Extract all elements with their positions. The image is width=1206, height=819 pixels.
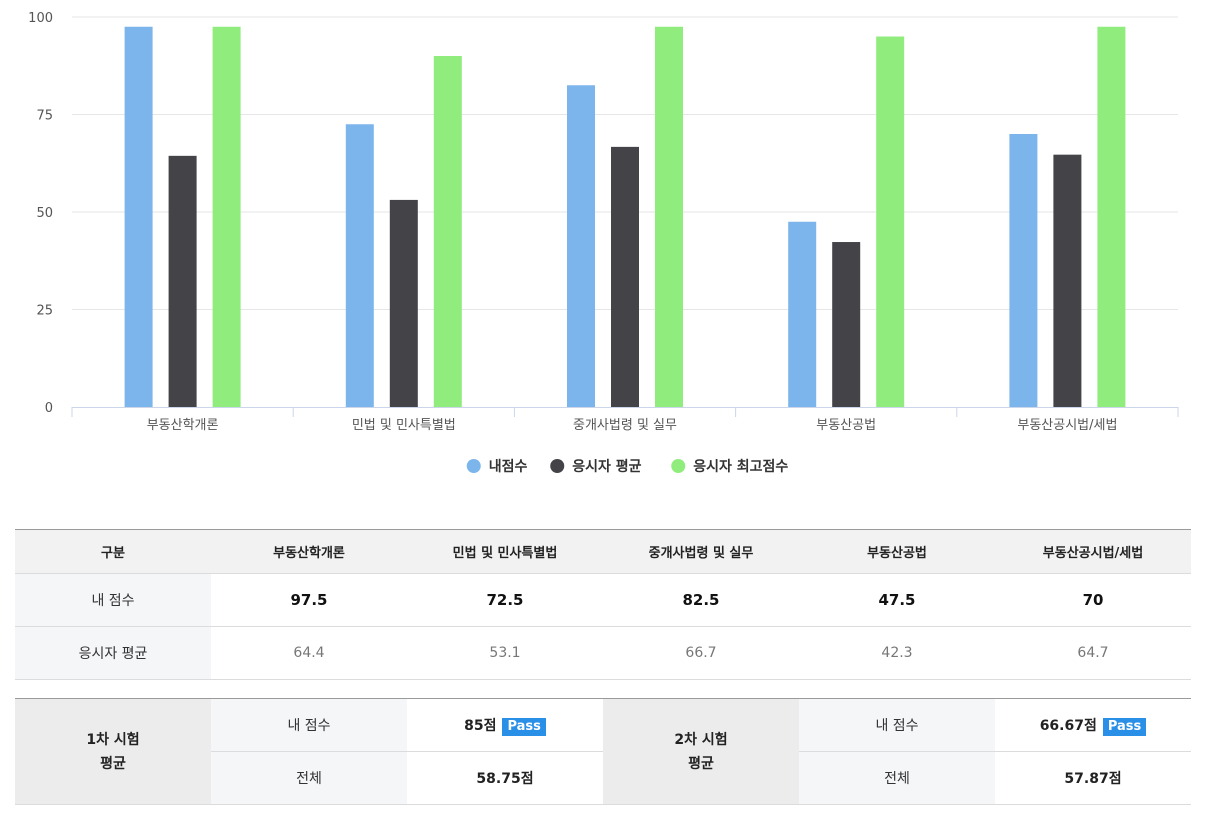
- legend-label: 응시자 평균: [572, 458, 641, 475]
- exam-1-title: 1차 시험 평균: [15, 698, 211, 805]
- legend-marker: [466, 459, 481, 473]
- bar: [567, 85, 595, 407]
- bar: [655, 26, 683, 407]
- exam-1-total-value: 58.75점: [407, 751, 603, 805]
- my-score-cell: 70: [995, 573, 1191, 627]
- my-score-cell: 82.5: [603, 573, 799, 627]
- exam-1-total-label: 전체: [211, 751, 407, 805]
- y-tick-label: 100: [28, 11, 53, 26]
- x-tick-label: 부동산공시법/세법: [1017, 418, 1117, 433]
- exam-1-my-score: 85점 Pass: [407, 698, 603, 752]
- bar: [1097, 26, 1126, 407]
- exam-summary-table: 1차 시험 평균 내 점수 85점 Pass 2차 시험 평균 내 점수 66.6…: [15, 698, 1191, 805]
- legend-label: 내점수: [489, 458, 528, 475]
- exam-2-title-line1: 2차 시험: [674, 731, 728, 748]
- header-subject-3: 중개사법령 및 실무: [603, 529, 799, 574]
- my-score-cell: 97.5: [211, 573, 407, 627]
- exam-1-my-score-label: 내 점수: [211, 698, 407, 752]
- table-row-average: 응시자 평균 64.4 53.1 66.7 42.3 64.7: [15, 626, 1191, 680]
- header-subject-2: 민법 및 민사특별법: [407, 529, 603, 574]
- bar: [168, 155, 197, 407]
- average-cell: 64.7: [995, 626, 1191, 680]
- exam-1-my-score-value: 85점: [464, 717, 497, 734]
- score-bar-chart: 0 25 50 75 100 부동산학개론 민법 및 민사특별법 중개사법령 및 실무 부동산공…: [28, 11, 1179, 475]
- bar: [832, 242, 861, 407]
- bar: [611, 146, 639, 407]
- bar: [433, 56, 462, 407]
- bar: [876, 36, 905, 407]
- my-score-cell: 72.5: [407, 573, 603, 627]
- score-table: 구분 부동산학개론 민법 및 민사특별법 중개사법령 및 실무 부동산공법 부동…: [15, 529, 1191, 680]
- x-tick-label: 중개사법령 및 실무: [573, 418, 677, 433]
- bar: [788, 221, 817, 407]
- legend-label: 응시자 최고점수: [693, 458, 788, 475]
- average-cell: 42.3: [799, 626, 995, 680]
- x-tick-label: 부동산공법: [816, 418, 876, 433]
- header-category: 구분: [15, 529, 211, 574]
- header-subject-5: 부동산공시법/세법: [995, 529, 1191, 574]
- row-label-average: 응시자 평균: [15, 626, 211, 680]
- y-tick-label: 50: [36, 206, 53, 221]
- exam-row-total: 전체 58.75점 전체 57.87점: [15, 751, 1191, 805]
- legend-marker: [671, 459, 686, 473]
- header-subject-4: 부동산공법: [799, 529, 995, 574]
- y-tick-label: 25: [36, 304, 53, 319]
- bar: [212, 26, 241, 407]
- average-cell: 53.1: [407, 626, 603, 680]
- bar: [389, 199, 418, 407]
- exam-2-my-score: 66.67점 Pass: [995, 698, 1191, 752]
- x-tick-label: 민법 및 민사특별법: [352, 418, 456, 433]
- legend-marker: [550, 459, 565, 473]
- bar: [124, 26, 153, 407]
- bar: [345, 124, 374, 407]
- exam-2-my-score-value: 66.67점: [1039, 717, 1097, 734]
- my-score-cell: 47.5: [799, 573, 995, 627]
- exam-row-my-score: 1차 시험 평균 내 점수 85점 Pass 2차 시험 평균 내 점수 66.6…: [15, 698, 1191, 805]
- score-table-header: 구분 부동산학개론 민법 및 민사특별법 중개사법령 및 실무 부동산공법 부동…: [15, 529, 1191, 574]
- exam-2-my-score-label: 내 점수: [799, 698, 995, 752]
- average-cell: 66.7: [603, 626, 799, 680]
- exam-2-total-label: 전체: [799, 751, 995, 805]
- y-tick-label: 0: [45, 401, 53, 416]
- table-row-my-score: 내 점수 97.5 72.5 82.5 47.5 70: [15, 573, 1191, 627]
- row-label-my-score: 내 점수: [15, 573, 211, 627]
- bar: [1009, 134, 1038, 407]
- average-cell: 64.4: [211, 626, 407, 680]
- exam-2-total-value: 57.87점: [995, 751, 1191, 805]
- exam-1-title-line1: 1차 시험: [86, 731, 140, 748]
- header-subject-1: 부동산학개론: [211, 529, 407, 574]
- exam-2-title: 2차 시험 평균: [603, 698, 799, 805]
- exam-2-title-line2: 평균: [688, 755, 714, 772]
- exam-1-pass-badge: Pass: [502, 717, 546, 736]
- exam-2-pass-badge: Pass: [1102, 717, 1147, 736]
- x-tick-label: 부동산학개론: [147, 418, 219, 433]
- bar: [1053, 154, 1082, 407]
- y-tick-label: 75: [36, 109, 53, 124]
- exam-1-title-line2: 평균: [100, 755, 126, 772]
